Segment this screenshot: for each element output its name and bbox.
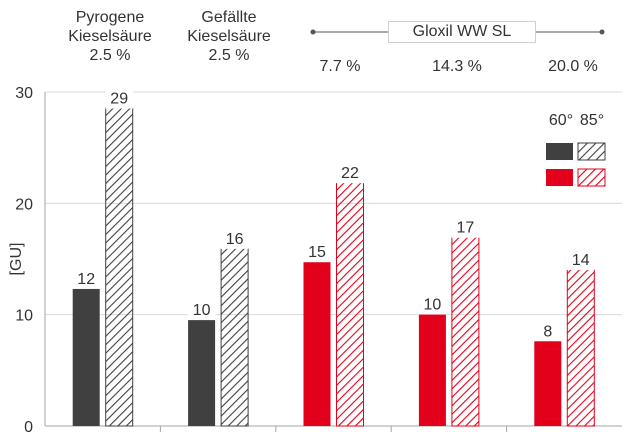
- data-label: 14: [572, 252, 590, 269]
- gloxil-group-label: Gloxil WW SL: [388, 21, 536, 43]
- data-label: 16: [226, 231, 244, 248]
- data-label-bg: [187, 298, 216, 321]
- bar-60: [72, 287, 100, 426]
- legend-swatch-dark-solid: [546, 143, 573, 160]
- bar-85: [566, 268, 595, 427]
- y-tick-label: 30: [15, 85, 33, 102]
- data-label-bg: [105, 86, 134, 109]
- bar-85: [105, 107, 134, 427]
- bar-85: [451, 236, 480, 427]
- data-label: 8: [543, 323, 552, 340]
- bar-60: [303, 261, 331, 426]
- data-label: 12: [77, 271, 95, 288]
- header-gefaellte: Gefällte Kieselsäure 2.5 %: [166, 8, 292, 65]
- header-gefaellte-line2: Kieselsäure: [187, 28, 271, 45]
- y-tick-label: 20: [15, 196, 33, 213]
- header-gefaellte-line1: Gefällte: [201, 9, 257, 26]
- data-label-bg: [418, 292, 447, 315]
- y-tick-label: 0: [24, 419, 33, 432]
- data-label: 10: [424, 297, 442, 314]
- y-tick-label: 10: [15, 308, 33, 325]
- data-label-bg: [72, 266, 101, 289]
- bar-85: [336, 181, 364, 427]
- header-pyrogene-pct: 2.5 %: [89, 47, 131, 64]
- data-label-bg: [303, 240, 331, 263]
- header-pct-3: 7.7 %: [319, 58, 361, 75]
- header-pyrogene-line1: Pyrogene: [75, 9, 145, 26]
- data-label: 10: [193, 302, 211, 319]
- bar-60: [418, 313, 446, 426]
- header-pct-4: 14.3 %: [432, 58, 482, 75]
- data-label: 22: [341, 165, 359, 182]
- legend-swatch-red-hatched: [577, 168, 606, 187]
- bar-85: [220, 247, 249, 427]
- group-bracket-end-dot: [599, 29, 605, 35]
- group-bracket-start-dot: [310, 29, 316, 35]
- legend-label-85: 85°: [580, 112, 604, 129]
- data-label-bg: [336, 161, 364, 184]
- y-axis-label: [GU]: [8, 243, 25, 276]
- legend-swatch-dark-hatched: [577, 142, 606, 161]
- data-label: 15: [308, 244, 326, 261]
- data-label-bg: [533, 319, 562, 342]
- data-label: 29: [110, 91, 128, 108]
- data-label-bg: [451, 215, 480, 238]
- header-pyrogene-line2: Kieselsäure: [68, 28, 152, 45]
- bar-60: [534, 340, 562, 426]
- legend-swatch-red-solid: [546, 169, 573, 186]
- bar-60: [188, 319, 216, 426]
- header-pct-5: 20.0 %: [548, 58, 598, 75]
- header-pyrogene: Pyrogene Kieselsäure 2.5 %: [47, 8, 173, 65]
- header-gefaellte-pct: 2.5 %: [208, 47, 250, 64]
- legend-label-60: 60°: [549, 112, 573, 129]
- data-label-bg: [566, 248, 595, 271]
- data-label-bg: [220, 226, 249, 249]
- data-label: 17: [457, 220, 475, 237]
